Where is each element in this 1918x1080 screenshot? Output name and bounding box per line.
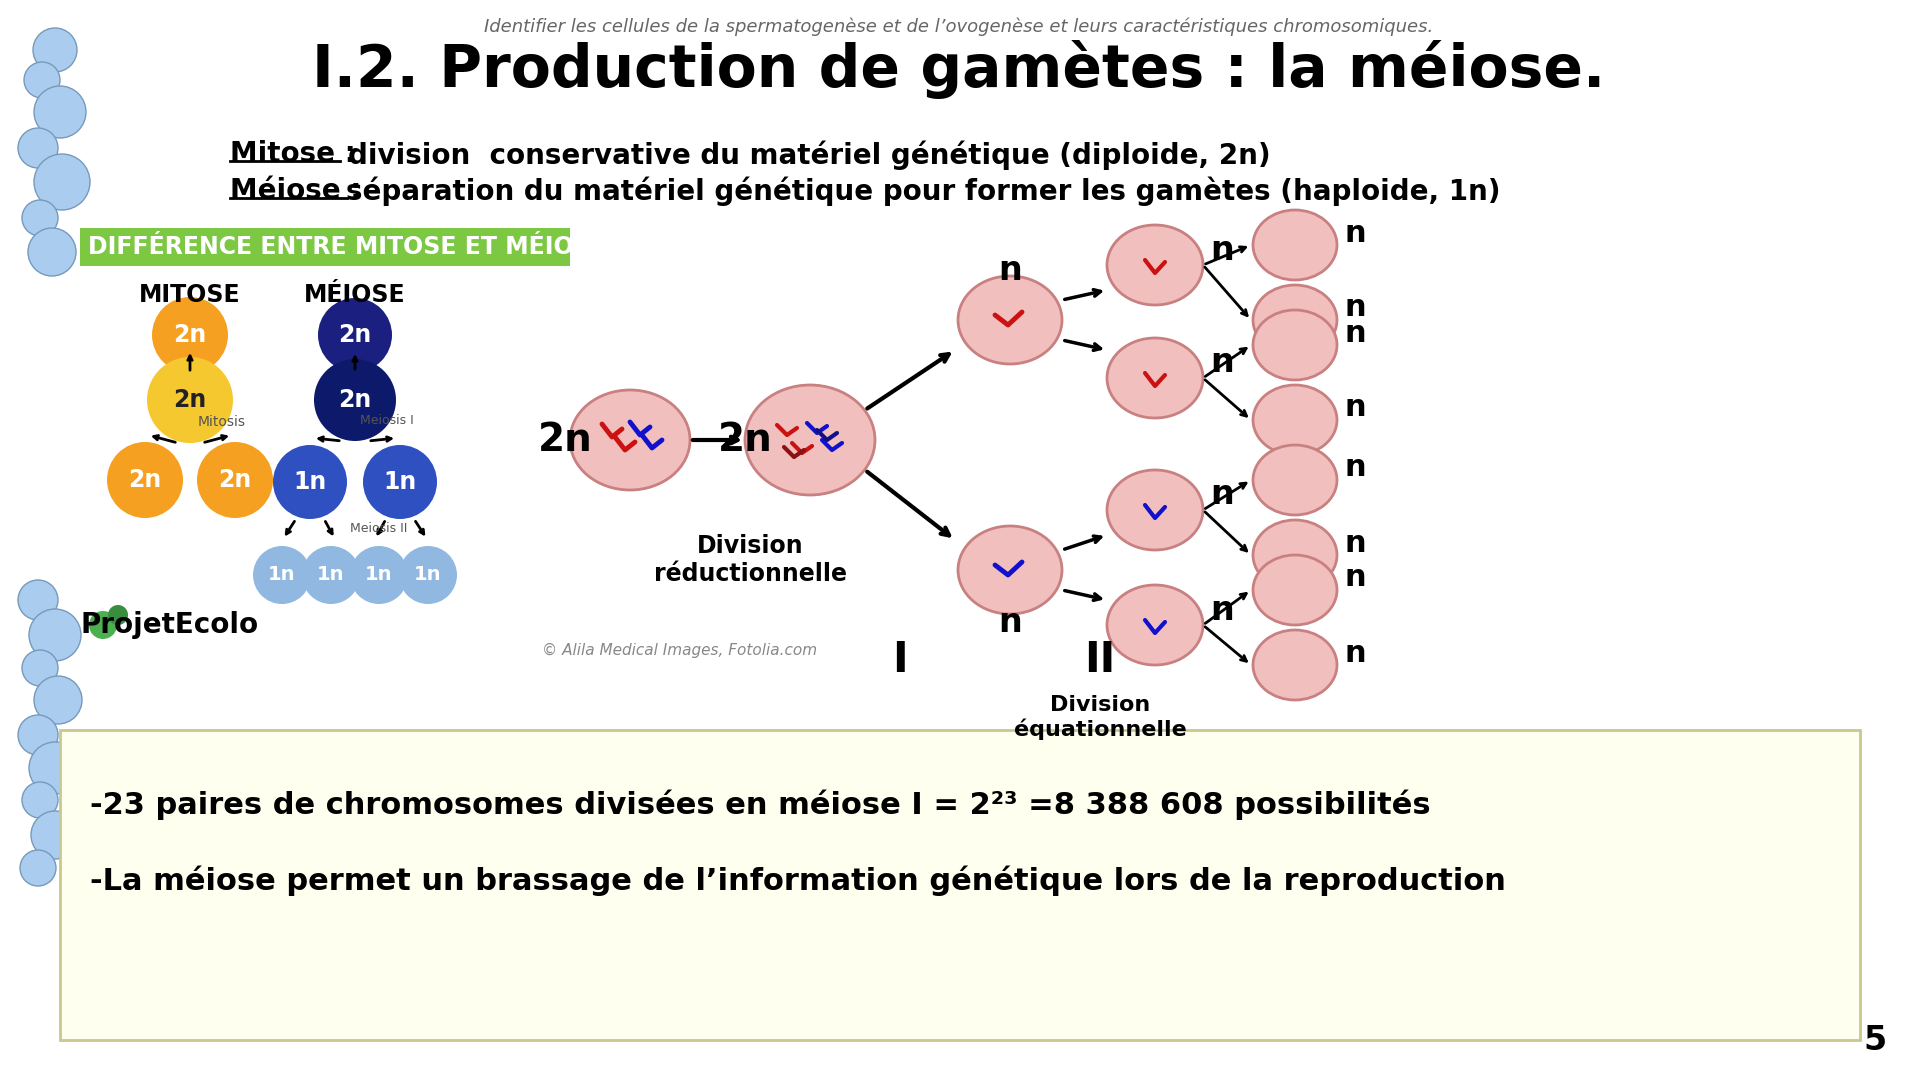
- Text: 2n: 2n: [338, 388, 372, 411]
- Ellipse shape: [1107, 470, 1203, 550]
- Ellipse shape: [744, 384, 875, 495]
- Text: MITOSE: MITOSE: [140, 283, 242, 307]
- Text: -23 paires de chromosomes divisées en méiose I = 2²³ =8 388 608 possibilités: -23 paires de chromosomes divisées en mé…: [90, 789, 1431, 821]
- Text: Mitose :: Mitose :: [230, 140, 364, 168]
- Ellipse shape: [1252, 210, 1337, 280]
- Text: n: n: [997, 254, 1022, 286]
- Text: 2n: 2n: [129, 468, 161, 492]
- Text: n: n: [1210, 347, 1233, 379]
- Ellipse shape: [1107, 225, 1203, 305]
- Circle shape: [349, 546, 409, 604]
- Circle shape: [31, 811, 79, 859]
- Circle shape: [19, 850, 56, 886]
- Circle shape: [152, 297, 228, 373]
- Circle shape: [25, 62, 59, 98]
- Text: ProjetEcolo: ProjetEcolo: [81, 611, 259, 639]
- Ellipse shape: [570, 390, 690, 490]
- Text: 1n: 1n: [414, 566, 441, 584]
- Circle shape: [88, 611, 117, 639]
- Text: séparation du matériel génétique pour former les gamètes (haploide, 1n): séparation du matériel génétique pour fo…: [345, 177, 1500, 206]
- Ellipse shape: [1252, 555, 1337, 625]
- Ellipse shape: [1252, 630, 1337, 700]
- Text: n: n: [997, 606, 1022, 638]
- Ellipse shape: [1252, 445, 1337, 515]
- Circle shape: [148, 357, 232, 443]
- Circle shape: [107, 442, 182, 518]
- Circle shape: [35, 86, 86, 138]
- Ellipse shape: [1252, 384, 1337, 455]
- Text: II: II: [1084, 639, 1116, 681]
- Ellipse shape: [1107, 585, 1203, 665]
- Ellipse shape: [1107, 338, 1203, 418]
- Text: n: n: [1345, 528, 1366, 557]
- Text: n: n: [1345, 294, 1366, 323]
- Circle shape: [35, 676, 82, 724]
- Text: 1n: 1n: [293, 470, 326, 494]
- Text: Meiosis I: Meiosis I: [361, 414, 414, 427]
- Circle shape: [318, 298, 391, 372]
- Text: 2n: 2n: [173, 323, 207, 347]
- Text: n: n: [1210, 478, 1233, 512]
- Circle shape: [272, 445, 347, 519]
- Text: n: n: [1345, 393, 1366, 422]
- Ellipse shape: [1252, 519, 1337, 590]
- Circle shape: [198, 442, 272, 518]
- Text: 2n: 2n: [338, 323, 372, 347]
- Text: © Alila Medical Images, Fotolia.com: © Alila Medical Images, Fotolia.com: [543, 643, 817, 658]
- Text: Mitosis: Mitosis: [198, 415, 246, 429]
- Text: Division
réductionnelle: Division réductionnelle: [654, 535, 846, 585]
- Text: DIFFÉRENCE ENTRE MITOSE ET MÉIOSE: DIFFÉRENCE ENTRE MITOSE ET MÉIOSE: [88, 235, 606, 259]
- Text: 1n: 1n: [316, 566, 345, 584]
- Text: MÉIOSE: MÉIOSE: [305, 283, 407, 307]
- Text: 2n: 2n: [219, 468, 251, 492]
- Text: n: n: [1345, 454, 1366, 483]
- Text: 1n: 1n: [269, 566, 295, 584]
- Circle shape: [17, 580, 58, 620]
- Text: I.2. Production de gamètes : la méiose.: I.2. Production de gamètes : la méiose.: [313, 40, 1605, 99]
- Text: n: n: [1345, 638, 1366, 667]
- Ellipse shape: [957, 276, 1063, 364]
- FancyBboxPatch shape: [81, 228, 570, 266]
- Text: n: n: [1210, 594, 1233, 626]
- Circle shape: [253, 546, 311, 604]
- Ellipse shape: [1252, 285, 1337, 355]
- Circle shape: [17, 129, 58, 168]
- Text: n: n: [1345, 319, 1366, 348]
- Circle shape: [35, 154, 90, 210]
- Text: 2n: 2n: [173, 388, 207, 411]
- Circle shape: [29, 742, 81, 794]
- Text: 2n: 2n: [537, 421, 593, 459]
- Circle shape: [399, 546, 456, 604]
- Text: 5: 5: [1864, 1024, 1887, 1056]
- Text: Meiosis II: Meiosis II: [349, 522, 407, 535]
- Text: 1n: 1n: [364, 566, 393, 584]
- Circle shape: [315, 359, 395, 441]
- Text: I: I: [892, 639, 907, 681]
- Text: Identifier les cellules de la spermatogenèse et de l’ovogenèse et leurs caractér: Identifier les cellules de la spermatoge…: [485, 18, 1433, 37]
- Text: n: n: [1345, 218, 1366, 247]
- Circle shape: [29, 228, 77, 276]
- Circle shape: [21, 782, 58, 818]
- Circle shape: [33, 28, 77, 72]
- Circle shape: [21, 200, 58, 237]
- Circle shape: [107, 605, 129, 625]
- Text: division  conservative du matériel génétique (diploide, 2n): division conservative du matériel généti…: [347, 140, 1270, 170]
- Circle shape: [29, 609, 81, 661]
- Text: n: n: [1345, 564, 1366, 593]
- Circle shape: [17, 715, 58, 755]
- Ellipse shape: [1252, 310, 1337, 380]
- Circle shape: [301, 546, 361, 604]
- Text: Méiose :: Méiose :: [230, 177, 370, 205]
- Circle shape: [363, 445, 437, 519]
- Text: n: n: [1210, 233, 1233, 267]
- Ellipse shape: [957, 526, 1063, 615]
- Text: 1n: 1n: [384, 470, 416, 494]
- Text: -La méiose permet un brassage de l’information génétique lors de la reproduction: -La méiose permet un brassage de l’infor…: [90, 865, 1506, 895]
- Text: Division
équationnelle: Division équationnelle: [1013, 696, 1187, 740]
- Text: 2n: 2n: [717, 421, 773, 459]
- Circle shape: [21, 650, 58, 686]
- FancyBboxPatch shape: [59, 730, 1860, 1040]
